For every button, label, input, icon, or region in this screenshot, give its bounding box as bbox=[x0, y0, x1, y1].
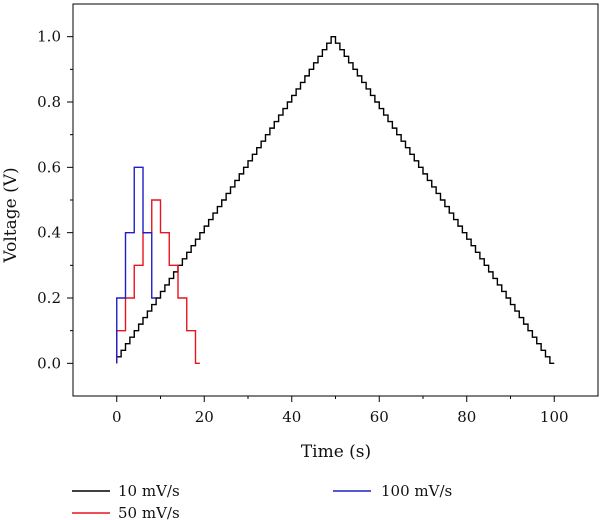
x-axis-title: Time (s) bbox=[301, 442, 371, 462]
y-axis-title: Voltage (V) bbox=[1, 167, 21, 263]
x-tick-label: 80 bbox=[457, 408, 476, 426]
legend-label-50mvs: 50 mV/s bbox=[118, 504, 180, 520]
legend-label-100mvs: 100 mV/s bbox=[381, 482, 452, 500]
series-line-1 bbox=[116, 35, 555, 365]
y-tick-label: 0.2 bbox=[37, 289, 61, 307]
legend-label-10mvs: 10 mV/s bbox=[118, 482, 180, 500]
series-layer bbox=[116, 35, 555, 365]
x-tick-label: 60 bbox=[370, 408, 389, 426]
x-tick-label: 100 bbox=[540, 408, 569, 426]
x-tick-label: 40 bbox=[282, 408, 301, 426]
y-tick-label: 0.4 bbox=[37, 224, 61, 242]
x-tick-label: 20 bbox=[195, 408, 214, 426]
tick-layer: 0 20 40 60 80 100 0.0 0.2 0.4 0.6 0.8 1.0 bbox=[37, 28, 568, 426]
y-tick-label: 0.8 bbox=[37, 93, 61, 111]
x-tick-label: 0 bbox=[112, 408, 122, 426]
series-line-2 bbox=[116, 199, 200, 365]
y-tick-label: 1.0 bbox=[37, 28, 61, 46]
series-line-3 bbox=[116, 166, 157, 364]
y-tick-label: 0.6 bbox=[37, 158, 61, 176]
y-tick-label: 0.0 bbox=[37, 354, 61, 372]
legend: 10 mV/s 50 mV/s 100 mV/s bbox=[72, 482, 452, 520]
